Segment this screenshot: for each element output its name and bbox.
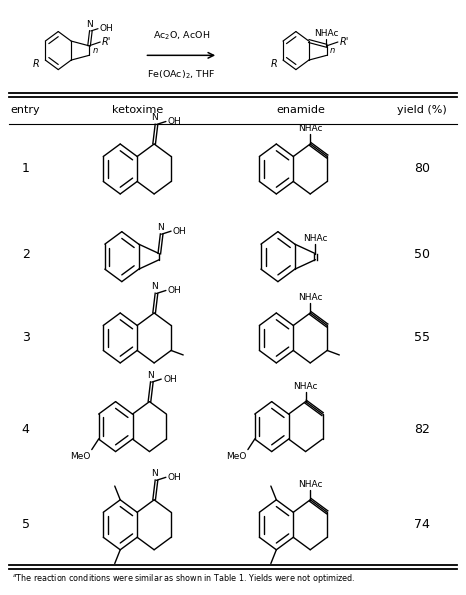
Text: NHAc: NHAc [314, 29, 338, 38]
Text: 80: 80 [414, 162, 430, 176]
Text: n: n [92, 46, 97, 55]
Text: N: N [157, 223, 164, 232]
Text: OH: OH [168, 473, 181, 482]
Text: NHAc: NHAc [303, 234, 328, 243]
Text: Ac$_2$O, AcOH: Ac$_2$O, AcOH [153, 30, 210, 42]
Text: 74: 74 [414, 518, 430, 531]
Text: N: N [151, 282, 158, 291]
Text: enamide: enamide [276, 105, 325, 115]
Text: 55: 55 [414, 331, 430, 345]
Text: N: N [151, 469, 158, 478]
Text: MeO: MeO [226, 452, 247, 461]
Text: R: R [33, 59, 40, 68]
Text: $^{a}$The reaction conditions were similar as shown in Table 1. Yields were not : $^{a}$The reaction conditions were simil… [12, 572, 355, 585]
Text: R': R' [339, 37, 349, 47]
Text: 2: 2 [22, 248, 29, 261]
Text: N: N [86, 20, 93, 29]
Text: NHAc: NHAc [298, 293, 322, 302]
Text: 3: 3 [22, 331, 29, 345]
Text: 5: 5 [21, 518, 30, 531]
Text: 1: 1 [22, 162, 29, 176]
Text: Fe(OAc)$_2$, THF: Fe(OAc)$_2$, THF [147, 68, 215, 81]
Text: R': R' [102, 37, 111, 47]
Text: NHAc: NHAc [298, 124, 322, 133]
Text: N: N [151, 113, 158, 122]
Text: OH: OH [173, 227, 187, 236]
Text: NHAc: NHAc [298, 480, 322, 489]
Text: NHAc: NHAc [293, 382, 318, 391]
Text: entry: entry [11, 105, 41, 115]
Text: N: N [147, 371, 154, 380]
Text: OH: OH [163, 375, 177, 384]
Text: R: R [271, 59, 277, 68]
Text: OH: OH [168, 286, 181, 295]
Text: ketoxime: ketoxime [112, 105, 163, 115]
Text: yield (%): yield (%) [397, 105, 446, 115]
Text: n: n [330, 46, 335, 55]
Text: OH: OH [168, 117, 181, 126]
Text: MeO: MeO [70, 452, 90, 461]
Text: 82: 82 [414, 423, 430, 436]
Text: 4: 4 [22, 423, 29, 436]
Text: OH: OH [100, 24, 114, 33]
Text: 50: 50 [414, 248, 430, 261]
